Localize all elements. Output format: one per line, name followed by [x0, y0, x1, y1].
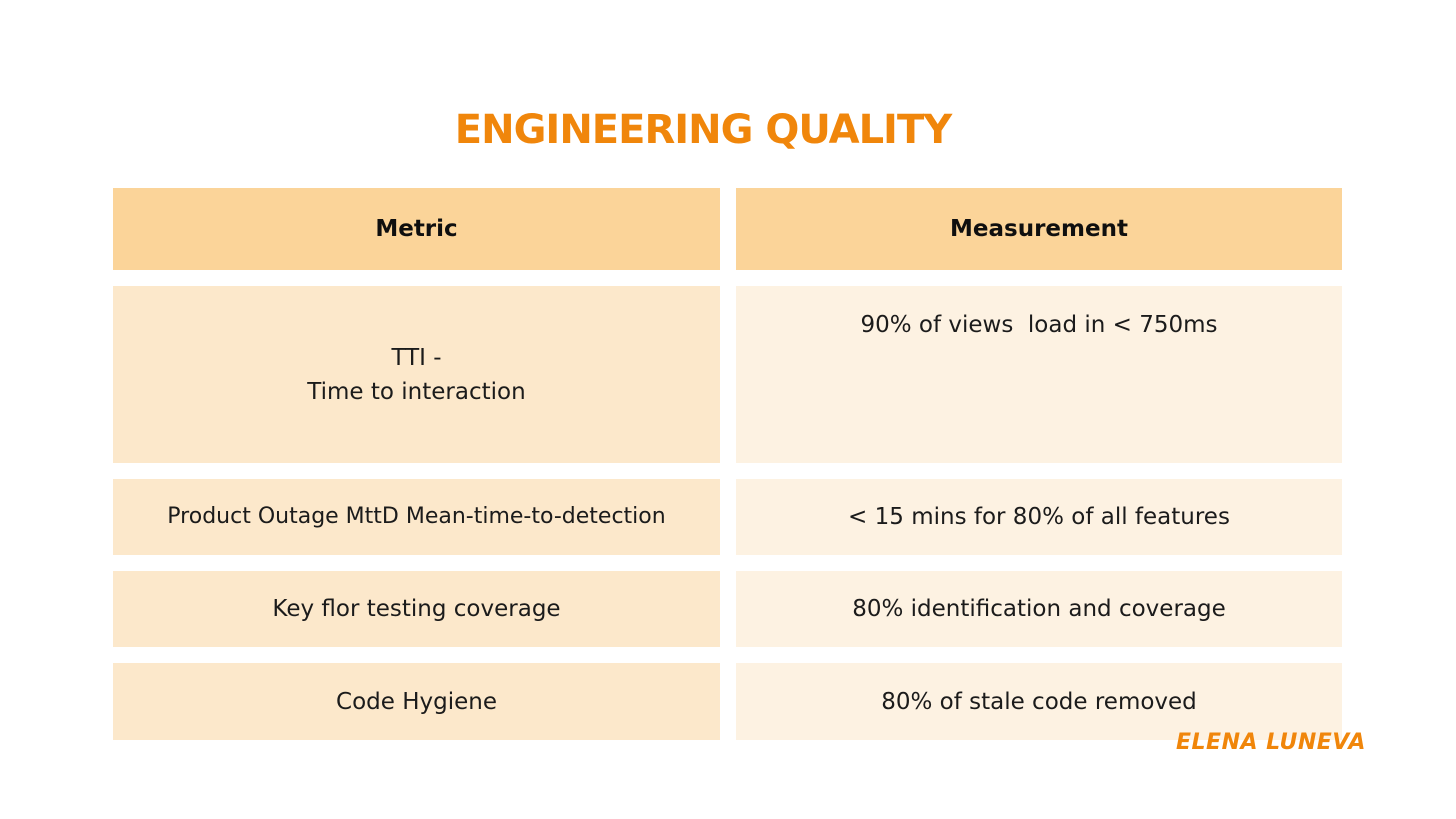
table-cell-measurement: < 15 mins for 80% of all features: [736, 479, 1342, 555]
table-cell-metric: Product Outage MttD Mean-time-to-detecti…: [113, 479, 720, 555]
table-cell-measurement: 90% of views load in < 750ms: [736, 286, 1342, 463]
table-header-measurement: Measurement: [736, 188, 1342, 270]
table-cell-metric: Code Hygiene: [113, 663, 720, 740]
table-cell-measurement: 80% identification and coverage: [736, 571, 1342, 647]
page-title: ENGINEERING QUALITY: [454, 107, 952, 153]
author-signature: ELENA LUNEVA: [1176, 730, 1366, 755]
table-cell-metric: TTI - Time to interaction: [113, 286, 720, 463]
table-header-metric: Metric: [113, 188, 720, 270]
table-cell-metric: Key flor testing coverage: [113, 571, 720, 647]
table-cell-measurement: 80% of stale code removed: [736, 663, 1342, 740]
metric-line: Time to interaction: [307, 378, 526, 405]
metric-line: TTI -: [391, 344, 442, 371]
